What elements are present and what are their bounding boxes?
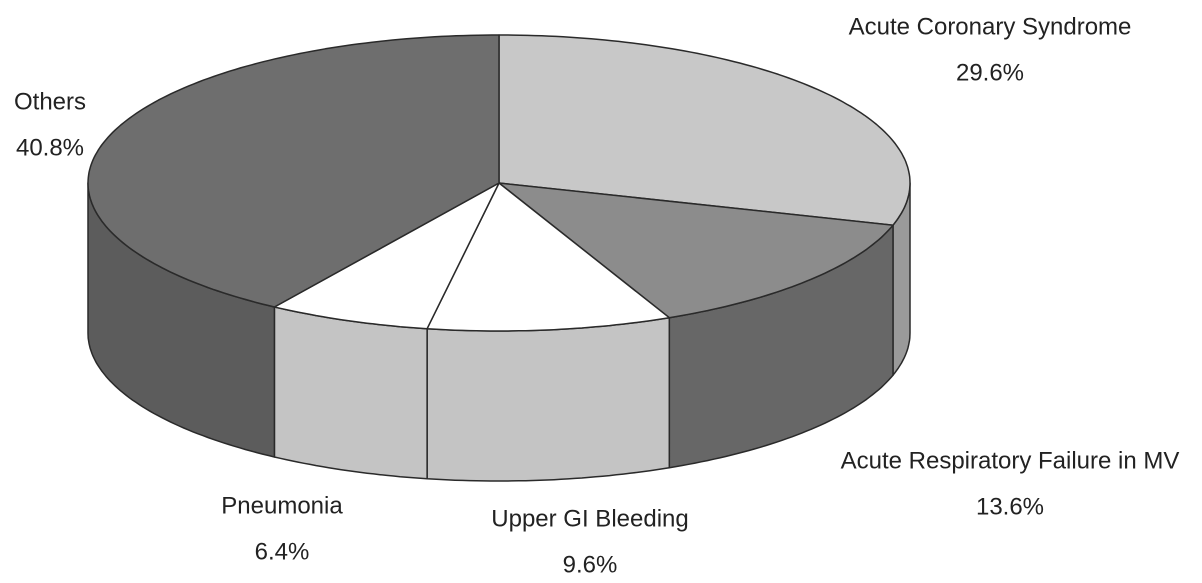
slice-label: Upper GI Bleeding (491, 505, 688, 532)
slice (273, 182, 500, 330)
slice (426, 182, 671, 332)
slice-value-label: 13.6% (976, 493, 1044, 520)
slice-value-label: 40.8% (16, 134, 84, 161)
slice (498, 182, 894, 319)
slice-side (273, 306, 428, 480)
slice-value-label: 9.6% (563, 551, 618, 578)
slice (87, 34, 500, 308)
slice-label: Others (14, 88, 86, 115)
slice-value-label: 29.6% (956, 59, 1024, 86)
slice-label: Pneumonia (221, 492, 343, 519)
slice (498, 34, 911, 226)
slice-label: Acute Respiratory Failure in MV (841, 447, 1180, 474)
slice-side (426, 316, 671, 482)
slice-value-label: 6.4% (255, 538, 310, 565)
slice-label: Acute Coronary Syndrome (849, 13, 1132, 40)
